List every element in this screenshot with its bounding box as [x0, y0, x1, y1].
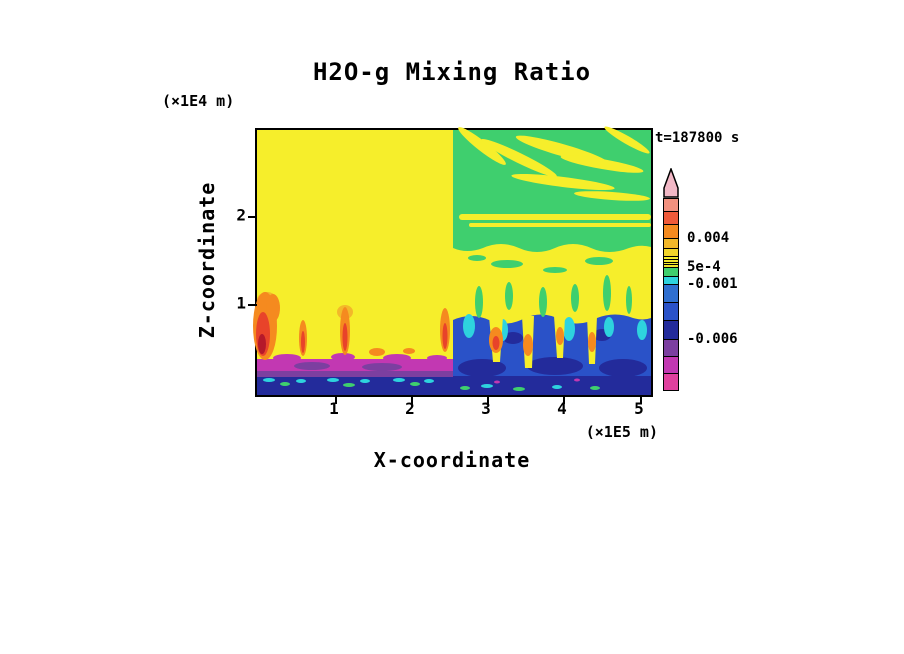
time-annotation: t=187800 s — [655, 130, 740, 146]
contour-field — [248, 126, 651, 404]
contour-cyan-speckles — [263, 378, 562, 389]
colorbar-segment — [664, 198, 678, 211]
colorbar-segment — [664, 356, 678, 373]
colorbar: 0.004 5e-4 -0.001 -0.006 — [663, 168, 783, 400]
colorbar-arrow-icon — [663, 168, 679, 198]
colorbar-label: -0.001 — [687, 276, 738, 292]
colorbar-segment — [664, 284, 678, 302]
colorbar-segment — [664, 256, 678, 259]
colorbar-segment — [664, 224, 678, 238]
x-tick-label-1: 1 — [329, 399, 339, 418]
x-axis-ticks — [335, 396, 642, 404]
colorbar-segment — [664, 238, 678, 248]
colorbar-segment — [664, 259, 678, 262]
contour-green-speckles — [280, 382, 600, 391]
colorbar-segment — [664, 211, 678, 224]
contour-bottom-navy — [257, 376, 651, 395]
contour-navy-patches — [458, 329, 647, 377]
contour-plume-core-red — [492, 336, 500, 350]
x-tick-label-2: 2 — [405, 399, 415, 418]
colorbar-segment — [664, 276, 678, 284]
x-tick-label-3: 3 — [481, 399, 491, 418]
colorbar-label: 5e-4 — [687, 259, 721, 275]
contour-magenta-waves — [273, 353, 447, 362]
colorbar-segment — [664, 320, 678, 339]
y-tick-label-1: 1 — [236, 293, 246, 313]
colorbar-segment — [664, 262, 678, 264]
colorbar-label: 0.004 — [687, 230, 730, 246]
chart-title: H2O-g Mixing Ratio — [312, 58, 592, 86]
y-axis-units: (×1E4 m) — [162, 92, 235, 110]
x-tick-label-4: 4 — [557, 399, 567, 418]
y-axis-ticks — [248, 216, 257, 306]
plot-area — [248, 126, 653, 404]
contour-magenta-speckles — [494, 378, 580, 384]
x-tick-label-5: 5 — [634, 399, 644, 418]
colorbar-segments — [663, 198, 679, 391]
colorbar-segment — [664, 248, 678, 256]
y-axis-label: Z-coordinate — [195, 181, 219, 339]
colorbar-segment — [664, 267, 678, 276]
x-axis-units: (×1E5 m) — [585, 423, 658, 441]
colorbar-segment — [664, 373, 678, 390]
contour-green-blobs — [468, 255, 613, 273]
contour-fallstreaks — [458, 126, 651, 227]
contour-purple-band — [257, 362, 453, 377]
colorbar-segment — [664, 264, 678, 267]
contour-cyan-columns — [463, 314, 647, 341]
x-axis-label: X-coordinate — [373, 448, 531, 472]
y-tick-label-2: 2 — [236, 205, 246, 225]
contour-green-columns — [475, 275, 632, 318]
colorbar-label: -0.006 — [687, 331, 738, 347]
contour-updraft-plumes — [253, 292, 450, 360]
colorbar-segment — [664, 339, 678, 356]
colorbar-segment — [664, 302, 678, 320]
